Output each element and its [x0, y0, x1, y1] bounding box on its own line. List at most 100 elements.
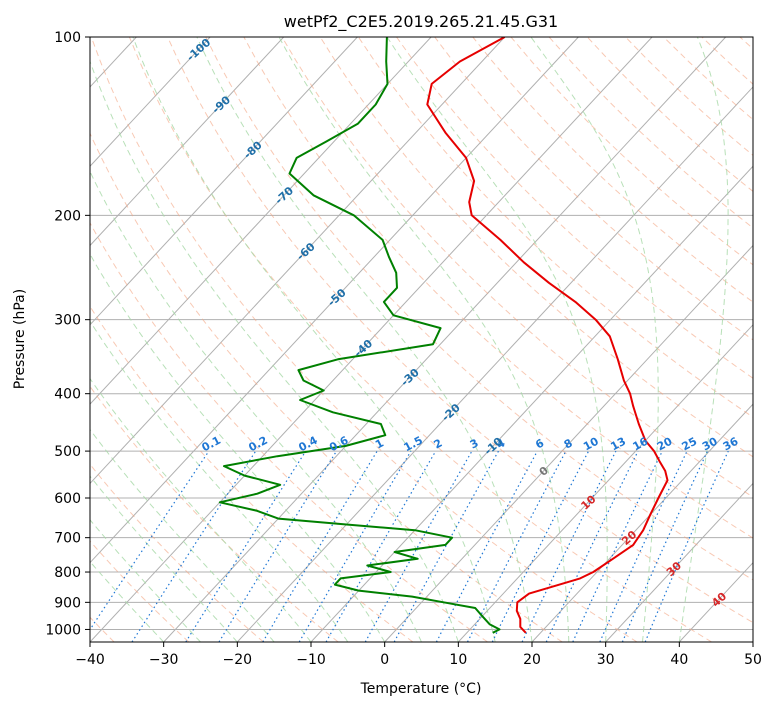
- mixing-ratio-line: [599, 450, 688, 642]
- y-tick-label: 800: [54, 565, 81, 581]
- moist-adiabat-line: [90, 59, 459, 642]
- isotherm-line: [236, 86, 753, 642]
- dry-adiabat-line: [586, 37, 753, 193]
- dry-adiabat-line: [90, 540, 190, 642]
- x-axis-label: Temperature (°C): [360, 681, 482, 697]
- x-tick-label: 30: [597, 652, 615, 668]
- moist-adiabat-line: [132, 37, 496, 642]
- dry-adiabat-line: [90, 221, 488, 642]
- mixing-ratio-label: 2: [432, 436, 445, 451]
- mixing-ratio-label: 6: [533, 436, 546, 451]
- moist-adiabat-line: [530, 37, 659, 642]
- y-tick-label: 400: [54, 387, 81, 403]
- x-tick-label: 50: [744, 652, 762, 668]
- mixing-ratio-line: [545, 450, 639, 642]
- moist-adiabat-line: [90, 170, 422, 642]
- isotherm-line: [90, 37, 358, 326]
- dry-adiabat-line: [243, 37, 753, 539]
- isotherm-line: [90, 37, 506, 485]
- y-tick-label: 700: [54, 531, 81, 547]
- dry-adiabat-line: [739, 37, 753, 50]
- y-axis-label: Pressure (hPa): [12, 289, 28, 389]
- dry-adiabat-line: [167, 37, 753, 624]
- isotherm-line: [752, 641, 753, 642]
- dry-adiabat-line: [90, 385, 339, 642]
- isotherm-line: [90, 37, 653, 642]
- dry-adiabat-line: [663, 37, 753, 121]
- x-tick-label: −30: [149, 652, 179, 668]
- mixing-ratio-line: [90, 450, 210, 631]
- mixing-ratio-label: 20: [655, 435, 675, 454]
- mixing-ratio-label: 36: [721, 435, 741, 454]
- mixing-ratio-label: 30: [700, 435, 720, 454]
- mixing-ratio-line: [131, 450, 257, 642]
- mixing-ratio-line: [218, 450, 338, 642]
- mixing-ratio-label: 3: [468, 436, 481, 451]
- mixing-ratio-line: [491, 450, 590, 642]
- dry-adiabat-line: [472, 37, 753, 303]
- mixing-ratio-line: [435, 450, 538, 642]
- isotherm-line: [90, 37, 432, 405]
- x-tick-label: 0: [380, 652, 389, 668]
- moist-adiabat-line: [278, 37, 570, 642]
- isotherm-line: [163, 37, 727, 642]
- isotherm-line: [310, 165, 753, 642]
- dry-adiabat-line: [128, 37, 712, 642]
- plot-frame: [89, 36, 754, 643]
- y-tick-label: 200: [54, 208, 81, 224]
- isotherm-line: [457, 324, 753, 642]
- mixing-ratio-line: [572, 450, 663, 642]
- moist-adiabat-line: [90, 428, 275, 642]
- chart-title: wetPf2_C2E5.2019.265.21.45.G31: [284, 12, 558, 32]
- isotherm-line: [384, 244, 753, 642]
- moist-adiabat-line: [90, 320, 349, 642]
- y-tick-label: 600: [54, 491, 81, 507]
- dry-adiabat-line: [205, 37, 753, 581]
- dry-adiabat-line: [90, 37, 638, 642]
- isotherm-line: [0, 37, 63, 642]
- y-tick-label: 100: [54, 30, 81, 46]
- mixing-ratio-line: [644, 450, 729, 642]
- mixing-ratio-label: 10: [581, 435, 601, 454]
- isotherm-line: [90, 37, 285, 247]
- y-tick-label: 1000: [45, 622, 81, 638]
- moist-adiabat-line: [678, 37, 729, 642]
- isotherm-label: -100: [184, 36, 213, 64]
- dry-adiabat-line: [396, 37, 753, 379]
- x-tick-label: −40: [75, 652, 105, 668]
- x-tick-label: 20: [523, 652, 541, 668]
- line-labels: 0.1 0.2 0.4 0.6 1 1.5 2 3 4 6 8 10 13 16 20 25 30 36-100-…: [184, 36, 741, 610]
- y-tick-label: 500: [54, 444, 81, 460]
- mixing-ratio-label: 1: [373, 436, 386, 451]
- isotherm-line: [90, 37, 579, 564]
- x-tick-label: 40: [670, 652, 688, 668]
- dry-adiabat-line: [90, 463, 264, 642]
- background-lines: [0, 37, 753, 642]
- mixing-ratio-label: 16: [631, 435, 651, 454]
- dry-adiabat-line: [319, 37, 753, 458]
- y-tick-label: 900: [54, 595, 81, 611]
- x-tick-label: −20: [223, 652, 253, 668]
- moist-adiabat-line: [90, 475, 238, 642]
- profile-lines: [218, 37, 669, 634]
- axes: −40 −30 −20 −10 0 10 20 30 40 50 100 200 300 400 500 60…: [45, 30, 762, 668]
- x-tick-label: −10: [296, 652, 326, 668]
- mixing-ratio-line: [185, 450, 307, 642]
- isotherm-line: [678, 561, 753, 642]
- isotherm-line: [605, 482, 753, 642]
- x-tick-label: 10: [449, 652, 467, 668]
- dry-adiabat-line: [281, 37, 753, 498]
- moist-adiabat-line: [386, 37, 608, 642]
- temperature-profile-line: [426, 37, 669, 634]
- mixing-ratio-line: [262, 450, 378, 642]
- isotherm-line: [90, 37, 211, 168]
- moist-adiabat-line: [196, 37, 533, 642]
- dry-adiabat-line: [90, 132, 563, 642]
- moist-adiabat-line: [90, 253, 386, 642]
- mixing-ratio-line: [393, 450, 500, 642]
- dewpoint-profile-line: [218, 37, 501, 634]
- mixing-ratio-label: 13: [608, 435, 628, 454]
- y-tick-label: 300: [54, 313, 81, 329]
